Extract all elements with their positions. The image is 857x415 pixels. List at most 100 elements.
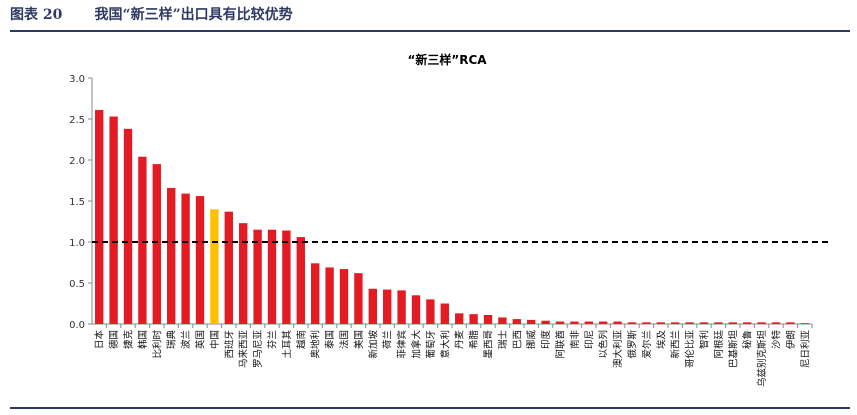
bar-38 bbox=[627, 322, 637, 324]
bar-5 bbox=[152, 164, 161, 324]
x-tick-label: 印度 bbox=[540, 330, 552, 350]
x-tick-label: 伊朗 bbox=[785, 330, 797, 349]
bar-1 bbox=[95, 109, 104, 324]
x-tick-label: 新西兰 bbox=[670, 330, 682, 359]
bar-23 bbox=[411, 295, 421, 324]
bar-17 bbox=[325, 267, 334, 324]
bar-19 bbox=[354, 273, 363, 324]
x-tick-labels: 日本 德国 捷克 韩国 比利时 瑞典 波兰 英国 中国 西班牙 马来西亚 罗马尼亚 芬兰 土耳其 越南 奥地利… bbox=[94, 324, 813, 388]
bar-49 bbox=[786, 322, 795, 324]
x-tick-label: 巴西 bbox=[512, 330, 523, 349]
x-tick-label: 沙特 bbox=[771, 330, 783, 350]
x-tick-label: 比利时 bbox=[151, 330, 163, 359]
bar-11 bbox=[239, 223, 248, 324]
bar-34 bbox=[570, 321, 579, 324]
x-tick-label: 瑞士 bbox=[497, 330, 509, 350]
bar-8 bbox=[195, 196, 205, 324]
x-tick-label: 捷克 bbox=[123, 330, 135, 350]
bar-9 bbox=[210, 209, 219, 324]
x-tick-label: 印尼 bbox=[583, 330, 595, 349]
x-tick-label: 中国 bbox=[209, 330, 221, 349]
bar-14 bbox=[282, 230, 291, 324]
y-tick-label: 2.5 bbox=[69, 115, 85, 126]
bar-18 bbox=[339, 269, 349, 324]
x-tick-label: 阿根廷 bbox=[713, 330, 725, 359]
bar-33 bbox=[555, 321, 565, 324]
figure-caption: 我国“新三样”出口具有比较优势 bbox=[94, 7, 293, 23]
chart-title: “新三样”RCA bbox=[407, 52, 487, 67]
bar-47 bbox=[757, 322, 766, 324]
bar-22 bbox=[397, 290, 406, 324]
x-tick-label: 英国 bbox=[195, 330, 207, 349]
bar-16 bbox=[311, 263, 320, 324]
bar-26 bbox=[455, 313, 464, 324]
y-tick-label: 0.0 bbox=[69, 320, 85, 331]
x-tick-label: 美国 bbox=[353, 330, 365, 349]
x-tick-label: 加拿大 bbox=[411, 330, 423, 359]
bar-46 bbox=[743, 322, 752, 324]
x-tick-label: 菲律宾 bbox=[396, 330, 408, 359]
rca-bar-chart: “新三样”RCA 0.0 0.5 1.0 1.5 2.0 2.5 3.0 日本 德国 捷克 韩国比… bbox=[69, 52, 830, 388]
bar-6 bbox=[167, 187, 176, 324]
x-tick-label: 智利 bbox=[699, 330, 711, 349]
x-tick-label: 丹麦 bbox=[454, 330, 466, 350]
bar-39 bbox=[642, 322, 651, 324]
bar-7 bbox=[181, 193, 190, 324]
x-tick-label: 越南 bbox=[295, 330, 307, 349]
x-tick-label: 哥伦比亚 bbox=[684, 330, 696, 369]
bar-50 bbox=[800, 323, 809, 324]
figure-header: 图表 20 我国“新三样”出口具有比较优势 bbox=[10, 4, 850, 30]
x-tick-label: 南非 bbox=[569, 330, 581, 350]
x-tick-label: 韩国 bbox=[137, 330, 149, 349]
bar-41 bbox=[671, 322, 680, 324]
x-tick-label: 荷兰 bbox=[382, 330, 394, 349]
bar-48 bbox=[771, 322, 781, 324]
x-tick-label: 挪威 bbox=[526, 330, 538, 350]
figure-label: 图表 20 bbox=[10, 7, 63, 23]
x-tick-label: 希腊 bbox=[468, 330, 480, 350]
bar-42 bbox=[685, 322, 694, 324]
y-tick-label: 0.5 bbox=[69, 279, 85, 290]
bar-24 bbox=[426, 299, 435, 324]
bar-12 bbox=[253, 229, 262, 324]
bar-44 bbox=[714, 322, 723, 324]
y-tick-label: 1.0 bbox=[69, 238, 85, 249]
y-tick-label: 3.0 bbox=[69, 74, 85, 85]
x-tick-label: 奥地利 bbox=[310, 330, 322, 359]
header-rule bbox=[10, 30, 850, 32]
bar-31 bbox=[527, 319, 536, 324]
bar-15 bbox=[296, 237, 305, 324]
x-tick-label: 墨西哥 bbox=[484, 330, 495, 359]
x-tick-label: 乌兹别克斯坦 bbox=[756, 330, 768, 388]
x-tick-label: 俄罗斯 bbox=[627, 330, 639, 359]
y-axis: 0.0 0.5 1.0 1.5 2.0 2.5 3.0 bbox=[69, 74, 812, 331]
x-tick-label: 西班牙 bbox=[223, 330, 235, 359]
bar-25 bbox=[440, 303, 449, 324]
bar-3 bbox=[123, 128, 133, 324]
bar-10 bbox=[224, 211, 233, 324]
bar-35 bbox=[584, 321, 593, 324]
x-tick-label: 罗马尼亚 bbox=[253, 330, 264, 369]
y-tick-label: 2.0 bbox=[69, 156, 85, 167]
x-tick-label: 芬兰 bbox=[267, 330, 279, 349]
bar-43 bbox=[699, 322, 709, 324]
x-tick-label: 秘鲁 bbox=[742, 330, 754, 349]
x-tick-label: 巴基斯坦 bbox=[727, 330, 739, 369]
bar-13 bbox=[267, 229, 277, 324]
x-tick-label: 日本 bbox=[94, 330, 106, 350]
bar-30 bbox=[512, 319, 521, 324]
x-tick-label: 德国 bbox=[108, 330, 120, 349]
y-tick-label: 1.5 bbox=[69, 197, 85, 208]
x-tick-label: 爱尔兰 bbox=[641, 330, 653, 359]
x-tick-label: 尼日利亚 bbox=[799, 330, 811, 369]
x-tick-label: 瑞典 bbox=[166, 330, 178, 350]
bar-2 bbox=[109, 116, 118, 324]
bar-40 bbox=[656, 322, 665, 324]
bar-29 bbox=[498, 317, 507, 324]
x-tick-label: 葡萄牙 bbox=[425, 330, 437, 359]
x-tick-label: 意大利 bbox=[439, 330, 451, 359]
x-tick-label: 马来西亚 bbox=[239, 330, 250, 369]
bar-45 bbox=[728, 322, 737, 324]
x-tick-label: 以色列 bbox=[598, 330, 610, 359]
x-tick-label: 新加坡 bbox=[367, 330, 379, 359]
